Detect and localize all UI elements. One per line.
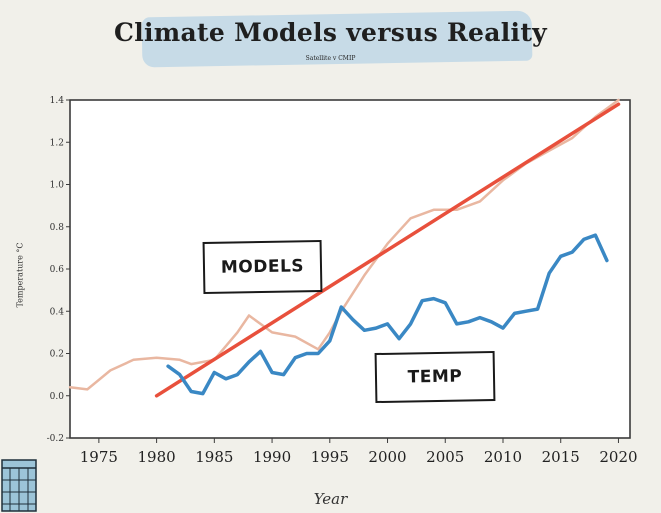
- models-line: [154, 102, 621, 398]
- x-tick-label: 2015: [542, 448, 580, 466]
- y-tick-label: 1.0: [50, 181, 65, 191]
- chart-title: Climate Models versus Reality: [114, 18, 547, 47]
- y-tick-label: 0.2: [50, 350, 64, 360]
- y-axis-label: Temperature °C: [15, 242, 25, 308]
- y-tick-label: -0.2: [47, 434, 64, 444]
- models-label: MODELS: [202, 239, 323, 295]
- x-tick-label: 2005: [426, 448, 464, 466]
- calendar-icon: [1, 459, 37, 512]
- y-tick-label: 0.4: [50, 307, 65, 317]
- x-tick-label: 1980: [138, 448, 176, 466]
- x-axis-label: Year: [313, 490, 348, 508]
- x-tick-label: 1975: [80, 448, 118, 466]
- temp-line: [166, 233, 609, 396]
- x-tick-label: 1990: [253, 448, 291, 466]
- y-tick-label: 1.4: [50, 96, 65, 106]
- x-tick-label: 1995: [311, 448, 349, 466]
- y-tick-label: 0.6: [50, 265, 65, 275]
- y-tick-label: 0.8: [50, 223, 65, 233]
- x-tick-label: 2020: [599, 448, 637, 466]
- x-tick-label: 2010: [484, 448, 522, 466]
- x-tick-label: 2000: [368, 448, 406, 466]
- y-tick-label: 0.0: [50, 392, 65, 402]
- chart-subtitle: Satellite v CMIP: [305, 55, 356, 62]
- x-tick-label: 1985: [195, 448, 233, 466]
- temp-label: TEMP: [374, 350, 496, 404]
- y-tick-label: 1.2: [50, 138, 64, 148]
